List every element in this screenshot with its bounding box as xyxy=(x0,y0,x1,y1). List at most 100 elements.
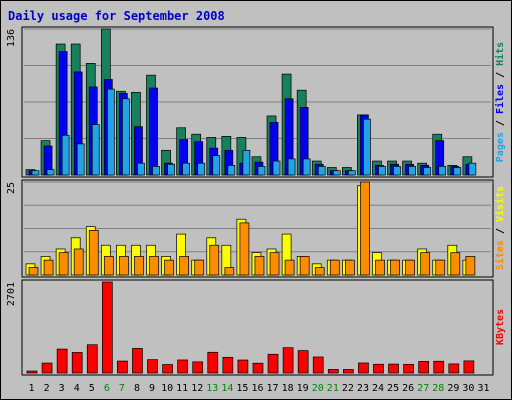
x-tick-label: 12 xyxy=(191,383,203,394)
bar-sites-day-21 xyxy=(329,259,340,276)
bar-sites-day-19 xyxy=(299,256,310,276)
x-tick-label: 18 xyxy=(282,383,294,394)
bar-kbytes-day-8 xyxy=(132,348,143,374)
legend-text-hits: Hits xyxy=(494,42,506,66)
bar-kbytes-day-27 xyxy=(418,361,430,374)
x-tick-label: 16 xyxy=(251,383,263,394)
bar-sites-day-16 xyxy=(254,256,265,276)
bar-kbytes-day-17 xyxy=(267,353,279,374)
x-tick-label: 28 xyxy=(432,383,444,394)
top-legend-label: Pages / Files / Hits xyxy=(494,42,506,162)
bottom-panel: 2701 xyxy=(6,279,494,376)
x-tick-label: 13 xyxy=(206,383,218,394)
x-tick-label: 4 xyxy=(74,383,80,394)
bar-kbytes-day-25 xyxy=(388,363,399,374)
x-axis-labels: 1 2 3 4 5 6 7 8 9 10 11 12 13 14 15 16 17 18 19 20 21 22 23 24 2… xyxy=(29,383,490,394)
x-tick-label: 14 xyxy=(221,383,233,394)
bar-kbytes-day-24 xyxy=(373,363,384,374)
bar-kbytes-day-15 xyxy=(237,359,249,374)
x-tick-label: 27 xyxy=(417,383,429,394)
bar-kbytes-day-3 xyxy=(56,348,68,374)
bar-pages-day-4 xyxy=(76,143,85,176)
bar-pages-day-24 xyxy=(378,166,386,176)
bar-kbytes-day-1 xyxy=(26,370,38,374)
bar-kbytes-day-6 xyxy=(101,281,113,374)
bar-pages-day-3 xyxy=(61,134,70,176)
bar-sites-day-13 xyxy=(209,244,220,276)
bar-kbytes-day-11 xyxy=(177,359,188,374)
x-tick-label: 19 xyxy=(297,383,309,394)
x-tick-label: 25 xyxy=(387,383,399,394)
bar-sites-day-27 xyxy=(420,252,431,276)
bar-sites-day-11 xyxy=(179,256,189,276)
series-pages xyxy=(31,88,477,176)
x-tick-label: 9 xyxy=(149,383,155,394)
bar-kbytes-day-2 xyxy=(41,362,53,374)
middle-panel: 25 xyxy=(6,179,494,278)
bar-pages-day-9 xyxy=(152,166,160,176)
top-max-label: 136 xyxy=(6,29,17,47)
bar-sites-day-12 xyxy=(194,259,205,276)
x-tick-label: 8 xyxy=(134,383,140,394)
bar-kbytes-day-26 xyxy=(403,363,414,374)
bar-kbytes-day-22 xyxy=(343,369,354,374)
bar-sites-day-8 xyxy=(134,256,144,276)
bar-kbytes-day-29 xyxy=(448,363,460,374)
bar-pages-day-27 xyxy=(423,167,432,176)
bar-pages-day-29 xyxy=(453,167,462,176)
x-tick-label: 15 xyxy=(236,383,248,394)
bar-pages-day-1 xyxy=(31,170,40,176)
bar-pages-day-19 xyxy=(302,158,311,176)
bar-sites-day-9 xyxy=(149,256,159,276)
bar-sites-day-23 xyxy=(360,181,370,276)
bar-sites-day-25 xyxy=(390,259,400,276)
bar-sites-day-2 xyxy=(43,259,54,276)
bar-pages-day-6 xyxy=(106,88,115,176)
bottom-panel-border xyxy=(21,279,494,376)
bar-sites-day-5 xyxy=(88,230,99,276)
chart-title: Daily usage for September 2008 xyxy=(8,9,225,23)
bar-kbytes-day-18 xyxy=(282,347,294,374)
series-kbytes xyxy=(26,281,475,374)
middle-max-label: 25 xyxy=(6,182,17,194)
bar-pages-day-16 xyxy=(257,166,266,176)
bar-kbytes-day-19 xyxy=(297,350,309,374)
legend-text-sep: / xyxy=(495,114,506,132)
bar-pages-day-28 xyxy=(438,166,447,176)
bar-sites-day-10 xyxy=(164,259,174,276)
x-tick-label: 26 xyxy=(402,383,414,394)
x-tick-label: 30 xyxy=(462,383,474,394)
bar-sites-day-6 xyxy=(103,256,114,276)
bar-kbytes-day-23 xyxy=(358,362,369,374)
middle-panel-border xyxy=(21,179,494,278)
bar-sites-day-24 xyxy=(375,259,385,276)
bar-kbytes-day-10 xyxy=(162,364,173,374)
bar-sites-day-22 xyxy=(345,259,355,276)
bar-pages-day-11 xyxy=(182,162,190,176)
bottom-max-label: 2701 xyxy=(6,282,17,306)
x-tick-label: 21 xyxy=(327,383,339,394)
legend-text-pages: Pages xyxy=(495,132,506,162)
series-sites xyxy=(28,181,476,276)
legend-text-sep: / xyxy=(495,222,506,240)
bar-pages-day-25 xyxy=(393,166,401,176)
x-tick-label: 11 xyxy=(176,383,188,394)
bar-pages-day-12 xyxy=(197,162,206,176)
bar-sites-day-18 xyxy=(284,259,295,276)
bar-sites-day-4 xyxy=(73,248,84,276)
bar-sites-day-3 xyxy=(58,252,69,276)
bar-pages-day-20 xyxy=(317,166,326,176)
bar-pages-day-7 xyxy=(122,98,130,176)
bar-pages-day-17 xyxy=(272,160,281,176)
bar-sites-day-29 xyxy=(450,252,461,276)
legend-text-kbytes: KBytes xyxy=(495,309,506,345)
right-legend-labels: Pages / Files / Hits Sites / Visits KBytes xyxy=(494,42,506,345)
bar-pages-day-5 xyxy=(91,124,100,176)
legend-text-files: Files xyxy=(494,84,506,114)
x-tick-label: 10 xyxy=(161,383,173,394)
middle-legend-label: Sites / Visits xyxy=(494,186,506,270)
x-tick-label: 22 xyxy=(342,383,354,394)
legend-text-sep: / xyxy=(495,66,506,84)
x-tick-label: 3 xyxy=(59,383,65,394)
bar-pages-day-23 xyxy=(363,118,371,176)
